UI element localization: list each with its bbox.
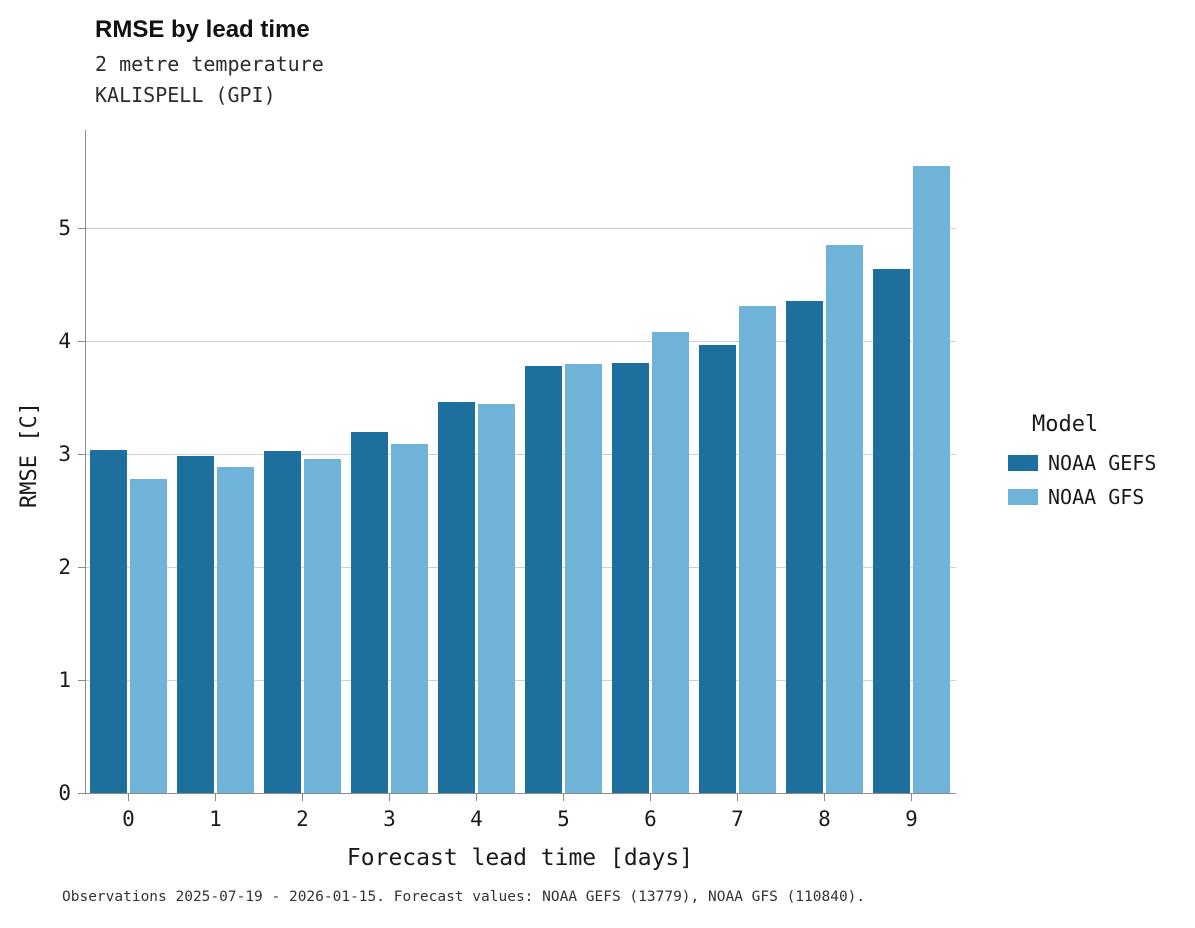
x-tick-2 [302,794,303,801]
x-tick-1 [215,794,216,801]
x-tick-label-3: 3 [383,807,396,831]
x-axis-title: Forecast lead time [days] [346,845,694,871]
x-tick-6 [650,794,651,801]
bar-noaa-gefs-lead-6 [612,362,649,793]
y-tick-label-2: 2 [58,555,71,580]
bar-noaa-gfs-lead-9 [913,166,950,793]
legend-swatch-noaa-gefs [1008,455,1038,471]
gridline-y-2 [85,566,956,568]
bar-noaa-gefs-lead-0 [90,449,127,793]
chart-subtitle-variable: 2 metre temperature [95,52,324,76]
gridline-y-3 [85,453,956,455]
y-axis-title: RMSE [C] [17,402,42,508]
y-tick-label-5: 5 [58,216,71,241]
x-tick-label-5: 5 [557,807,570,831]
y-tick-3 [78,453,85,455]
bar-noaa-gfs-lead-3 [391,443,428,793]
x-tick-0 [128,794,129,801]
bar-noaa-gefs-lead-1 [177,456,214,793]
y-tick-label-4: 4 [58,329,71,354]
x-axis-line [85,793,956,794]
bar-noaa-gfs-lead-8 [826,245,863,793]
gridline-y-1 [85,679,956,681]
chart-title: RMSE by lead time [95,16,310,43]
x-tick-label-9: 9 [905,807,918,831]
x-tick-9 [911,794,912,801]
chart-subtitle-station: KALISPELL (GPI) [95,83,276,107]
bar-noaa-gefs-lead-7 [699,344,736,793]
bar-noaa-gefs-lead-2 [264,450,301,793]
bar-noaa-gefs-lead-9 [873,268,910,793]
bar-noaa-gfs-lead-4 [478,404,515,793]
legend-swatch-noaa-gfs [1008,489,1038,505]
bar-noaa-gfs-lead-1 [217,466,254,793]
legend-item-noaa-gefs: NOAA GEFS [1008,451,1156,475]
x-tick-label-4: 4 [470,807,483,831]
x-tick-label-8: 8 [818,807,831,831]
legend: Model NOAA GEFS NOAA GFS [1008,412,1156,519]
gridline-y-4 [85,340,956,342]
x-tick-5 [563,794,564,801]
legend-label-noaa-gfs: NOAA GFS [1048,485,1145,509]
x-tick-label-1: 1 [209,807,222,831]
bar-noaa-gefs-lead-3 [351,431,388,793]
figure-caption: Observations 2025-07-19 - 2026-01-15. Fo… [62,889,866,905]
x-tick-4 [476,794,477,801]
y-tick-5 [78,227,85,229]
y-tick-label-1: 1 [58,668,71,693]
y-tick-4 [78,340,85,342]
legend-label-noaa-gefs: NOAA GEFS [1048,451,1157,475]
y-tick-0 [78,792,85,794]
x-tick-3 [389,794,390,801]
bar-noaa-gfs-lead-5 [565,363,602,793]
x-tick-label-6: 6 [644,807,657,831]
x-tick-8 [824,794,825,801]
bar-noaa-gefs-lead-4 [438,402,475,793]
y-tick-1 [78,679,85,681]
bar-noaa-gefs-lead-8 [786,300,823,793]
x-tick-label-2: 2 [296,807,309,831]
legend-title: Model [1032,412,1099,437]
y-tick-2 [78,566,85,568]
bar-noaa-gfs-lead-7 [739,306,776,793]
x-tick-label-0: 0 [122,807,135,831]
gridline-y-5 [85,227,956,229]
x-tick-7 [737,794,738,801]
y-axis-line [85,130,86,793]
bar-noaa-gfs-lead-2 [304,458,341,793]
y-tick-label-3: 3 [58,442,71,467]
bar-noaa-gefs-lead-5 [525,366,562,793]
y-tick-label-0: 0 [58,781,71,805]
legend-item-noaa-gfs: NOAA GFS [1008,485,1156,509]
x-tick-label-7: 7 [731,807,744,831]
bar-noaa-gfs-lead-6 [652,332,689,793]
bar-noaa-gfs-lead-0 [130,479,167,793]
